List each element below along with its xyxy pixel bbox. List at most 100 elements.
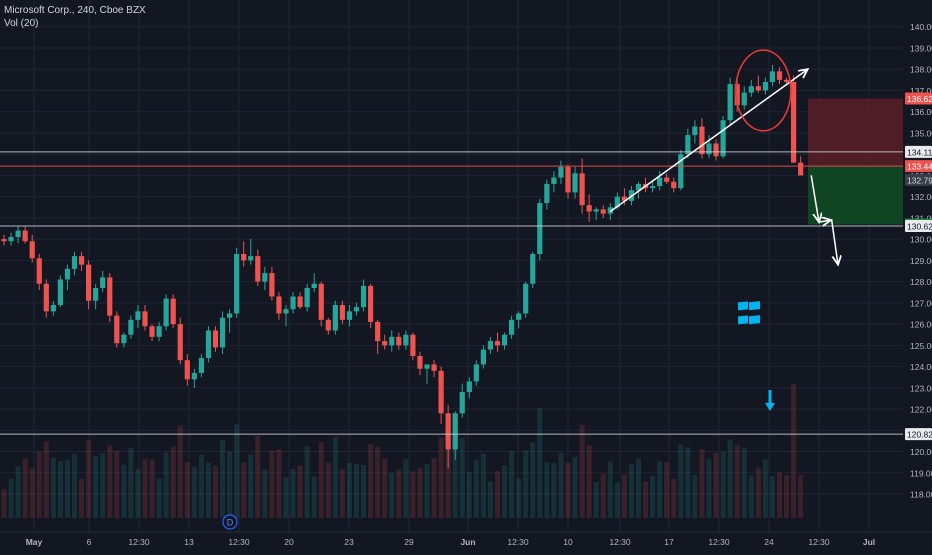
candle xyxy=(177,317,183,365)
candle-body xyxy=(403,334,409,346)
volume-bar xyxy=(396,469,402,518)
candle-body xyxy=(375,321,381,342)
volume-bar xyxy=(170,446,176,518)
volume-bar xyxy=(741,447,747,518)
volume-bar xyxy=(346,463,352,518)
candle-body xyxy=(290,296,296,310)
candle xyxy=(558,160,564,184)
candle-body xyxy=(607,207,613,214)
candles xyxy=(1,64,804,469)
candle xyxy=(501,332,508,350)
volume-bar xyxy=(473,459,479,518)
volume-bar xyxy=(50,457,56,518)
candle xyxy=(78,251,85,271)
candle xyxy=(36,254,42,291)
candle-body xyxy=(671,181,677,189)
volume-bar xyxy=(227,451,233,518)
candle xyxy=(657,171,663,191)
volume-bar xyxy=(163,452,169,518)
time-tick-label: 13 xyxy=(184,537,194,547)
volume-bar xyxy=(114,450,120,518)
time-tick-label: 17 xyxy=(664,537,674,547)
candle-body xyxy=(621,196,627,201)
candle xyxy=(438,366,444,424)
candle xyxy=(135,304,141,329)
candle-body xyxy=(389,336,395,346)
volume-bar xyxy=(579,424,585,518)
volume-bar xyxy=(269,450,275,518)
candle-body xyxy=(487,341,494,350)
price-label-stop: 136.62 xyxy=(905,92,932,105)
volume-bar xyxy=(502,465,508,518)
time-tick-label: 12:30 xyxy=(808,537,830,547)
volume-bar xyxy=(107,445,113,518)
candle-body xyxy=(191,372,197,380)
candle-body xyxy=(227,313,233,318)
candle xyxy=(262,266,268,291)
time-tick-label: 20 xyxy=(284,537,294,547)
candle xyxy=(417,351,423,376)
candle xyxy=(325,317,331,335)
candle-body xyxy=(734,84,740,106)
volume-bar xyxy=(748,475,754,518)
time-tick-label: 24 xyxy=(764,537,774,547)
candle xyxy=(121,332,127,348)
volume-bar xyxy=(509,450,515,518)
candle xyxy=(8,232,14,246)
dividend-badge-label: D xyxy=(227,518,234,528)
candle-body xyxy=(678,154,684,189)
volume-bar xyxy=(220,440,226,518)
price-tick-label: 138.00 xyxy=(910,65,932,75)
volume-bar xyxy=(205,462,211,518)
candle xyxy=(93,283,99,310)
candle-body xyxy=(396,336,402,346)
dividend-marker[interactable]: D xyxy=(222,514,238,530)
candle-body xyxy=(318,283,324,320)
volume-bar xyxy=(565,462,571,518)
volume-bar xyxy=(628,464,634,518)
time-axis[interactable]: May 6 12:30 13 12:30 20 23 29 Jun 12:30 10 12:30 17 1… xyxy=(0,531,932,550)
candle-body xyxy=(22,230,28,242)
candle xyxy=(452,411,458,461)
symbol-title[interactable]: Microsoft Corp., 240, Cboe BZX xyxy=(4,5,146,16)
candle-body xyxy=(501,334,508,346)
volume-bar xyxy=(198,454,204,518)
candle-body xyxy=(276,296,282,314)
candle xyxy=(1,234,7,246)
volume-bar xyxy=(614,482,620,518)
volume-bar xyxy=(142,458,148,518)
price-label-level: 120.82 xyxy=(905,428,932,441)
volume-bar xyxy=(671,478,677,518)
candle-body xyxy=(565,166,571,193)
candle-body xyxy=(332,304,338,331)
time-tick-label: 12:30 xyxy=(609,537,631,547)
volume-bar xyxy=(410,471,416,518)
candle xyxy=(410,332,416,361)
candle-body xyxy=(445,413,451,450)
candle-body xyxy=(579,173,585,206)
candle xyxy=(706,135,712,159)
candle-body xyxy=(15,230,21,238)
candle-body xyxy=(537,203,543,255)
volume-bar xyxy=(734,444,740,518)
volume-bar xyxy=(361,465,367,518)
volume-bar xyxy=(706,458,712,518)
price-label-text: 136.62 xyxy=(907,94,932,104)
candle xyxy=(586,194,592,223)
price-tick-label: 125.00 xyxy=(910,341,932,351)
volume-indicator-label[interactable]: Vol (20) xyxy=(4,18,39,29)
candle-body xyxy=(798,162,804,176)
volume-bar xyxy=(191,467,197,518)
candle-body xyxy=(311,283,317,288)
candle xyxy=(537,198,543,261)
candle-body xyxy=(339,304,345,320)
candle xyxy=(593,207,599,221)
volume-bar xyxy=(57,461,63,518)
candle-body xyxy=(382,341,388,346)
candle xyxy=(360,279,367,312)
candle xyxy=(22,226,28,244)
volume-bar xyxy=(784,475,790,518)
time-tick-label: 12:30 xyxy=(708,537,730,547)
price-axis[interactable]: 118.00119.00120.00121.00122.00123.00124.… xyxy=(903,0,932,550)
